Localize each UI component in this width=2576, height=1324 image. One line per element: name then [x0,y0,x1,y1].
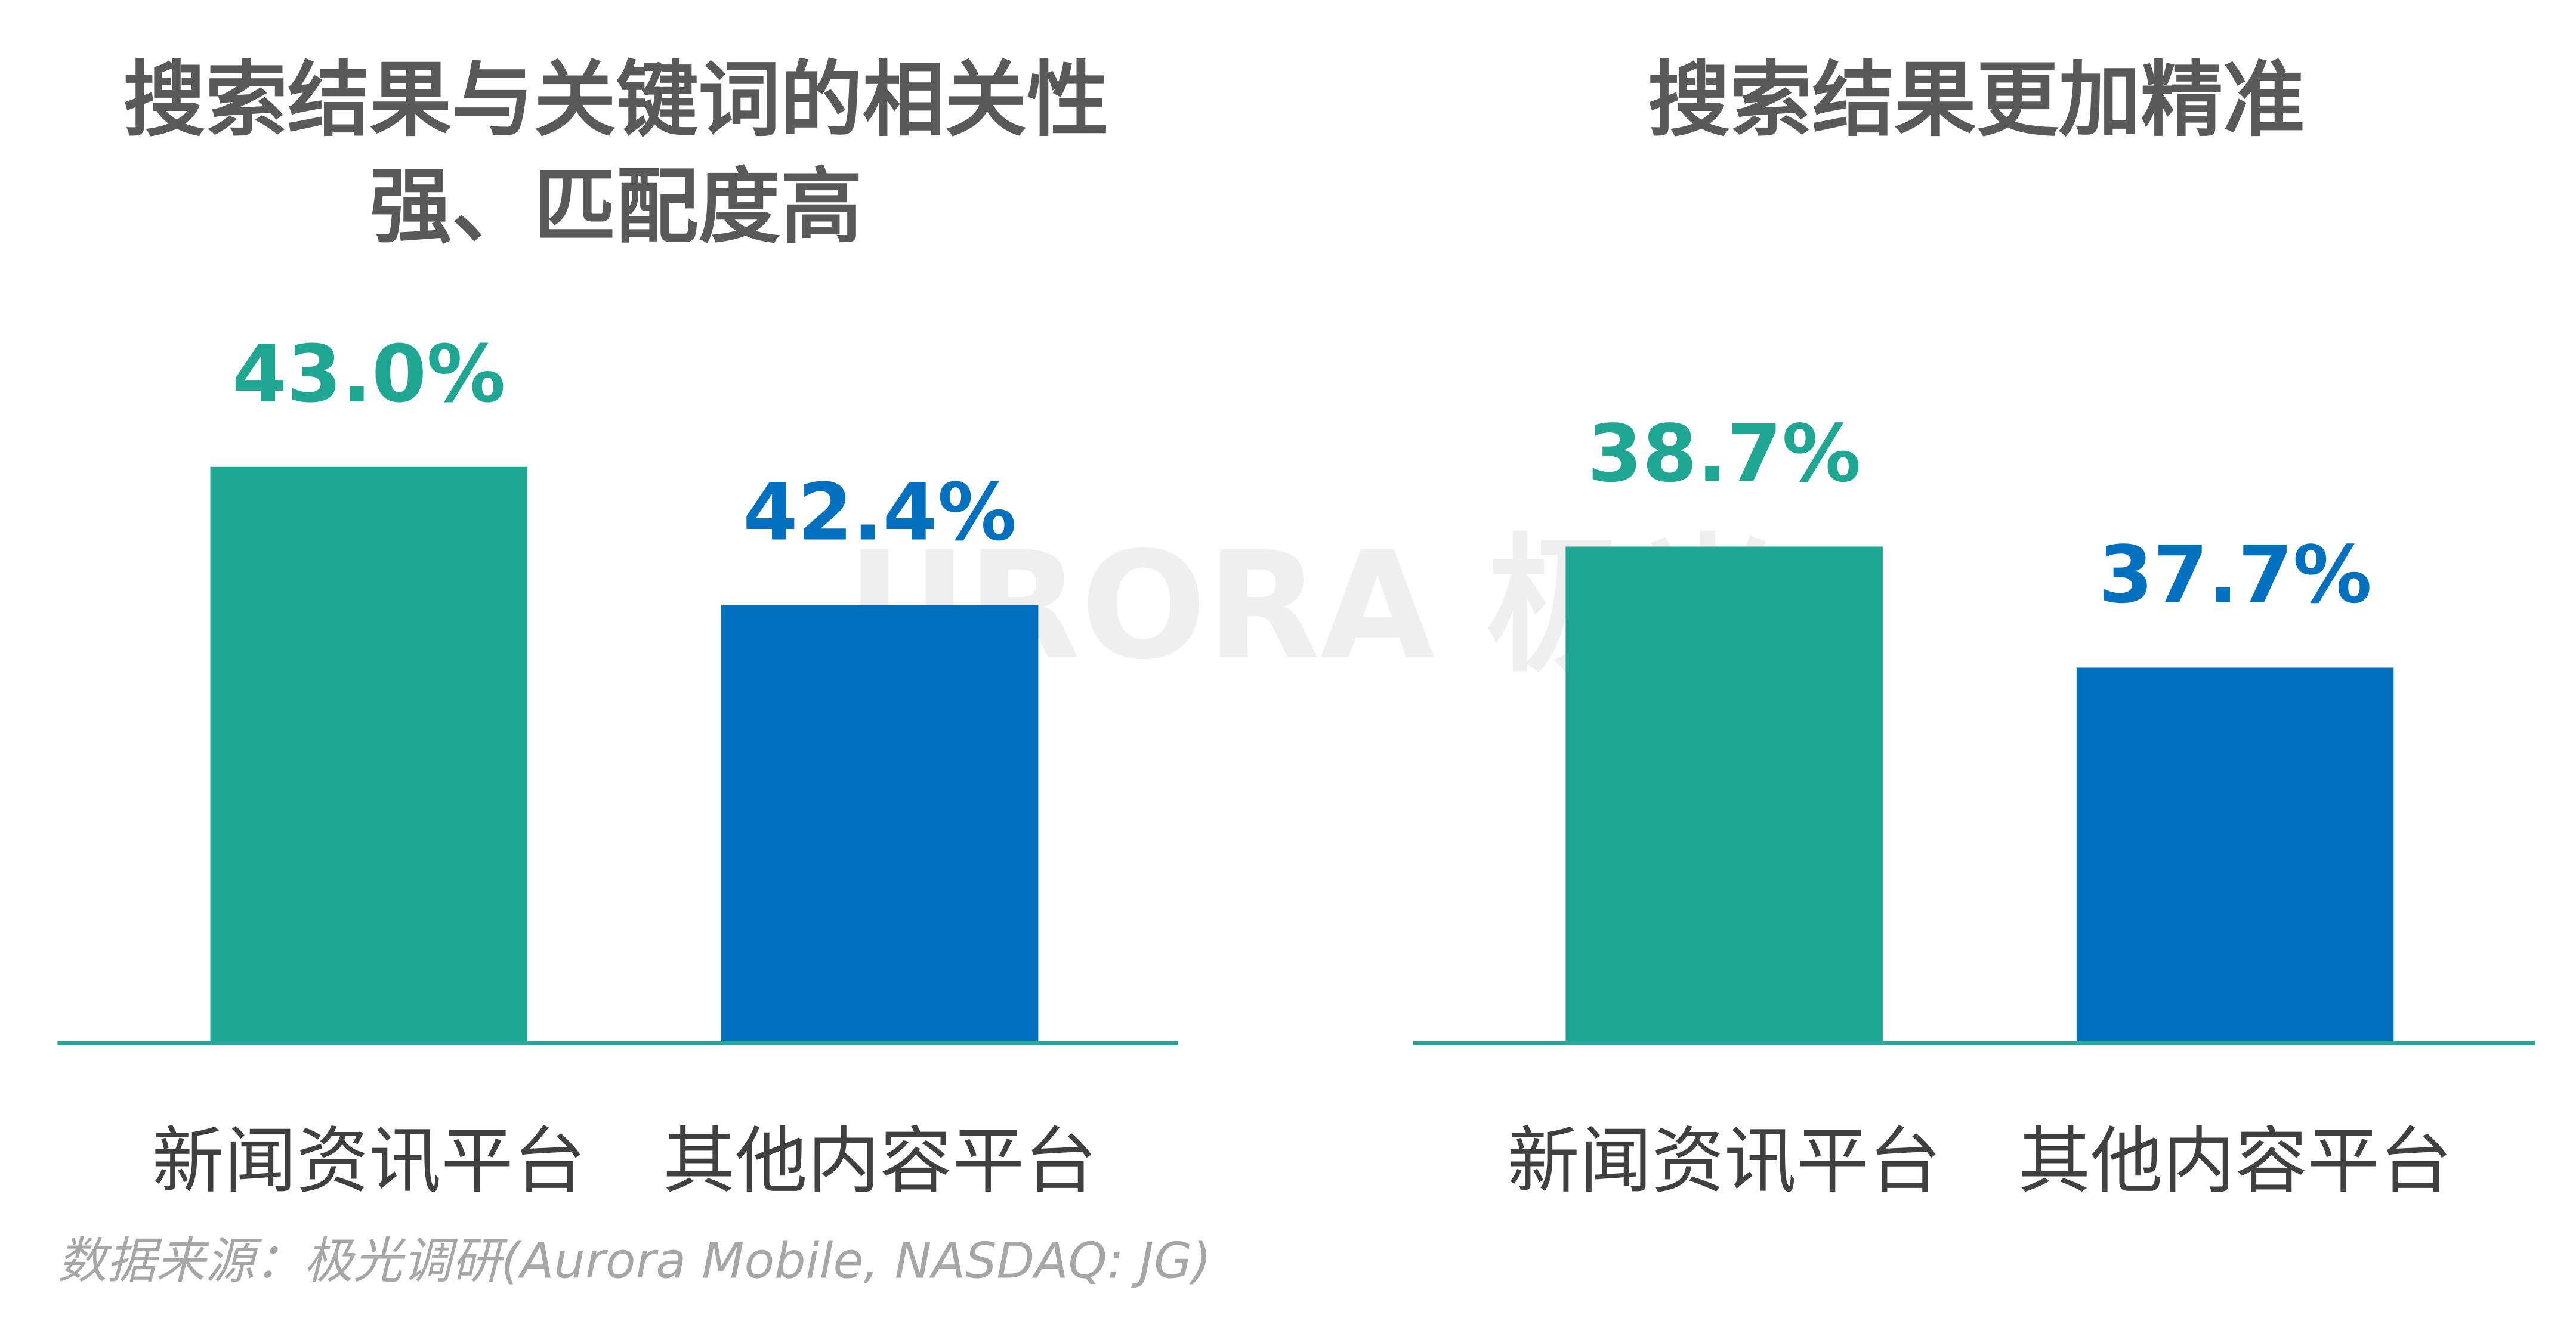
data-label: 43.0% [232,329,506,420]
data-label: 42.4% [743,467,1017,559]
x-tick-label: 新闻资讯平台 [152,1119,586,1203]
data-label: 37.7% [2098,529,2372,621]
data-label: 38.7% [1587,408,1861,500]
bar [721,605,1039,1043]
bar [1565,546,1883,1043]
x-tick-label: 新闻资讯平台 [1508,1119,1941,1203]
chart-title: 搜索结果更加精准 [1648,52,2305,148]
bar [2076,667,2394,1043]
chart-title: 搜索结果与关键词的相关性 [123,52,1109,148]
bar [210,466,527,1043]
x-tick-label: 其他内容平台 [663,1119,1097,1203]
source-note: 数据来源：极光调研(Aurora Mobile, NASDAQ: JG) [57,1233,1211,1290]
chart-title: 强、匹配度高 [370,159,863,255]
x-tick-label: 其他内容平台 [2018,1119,2452,1203]
